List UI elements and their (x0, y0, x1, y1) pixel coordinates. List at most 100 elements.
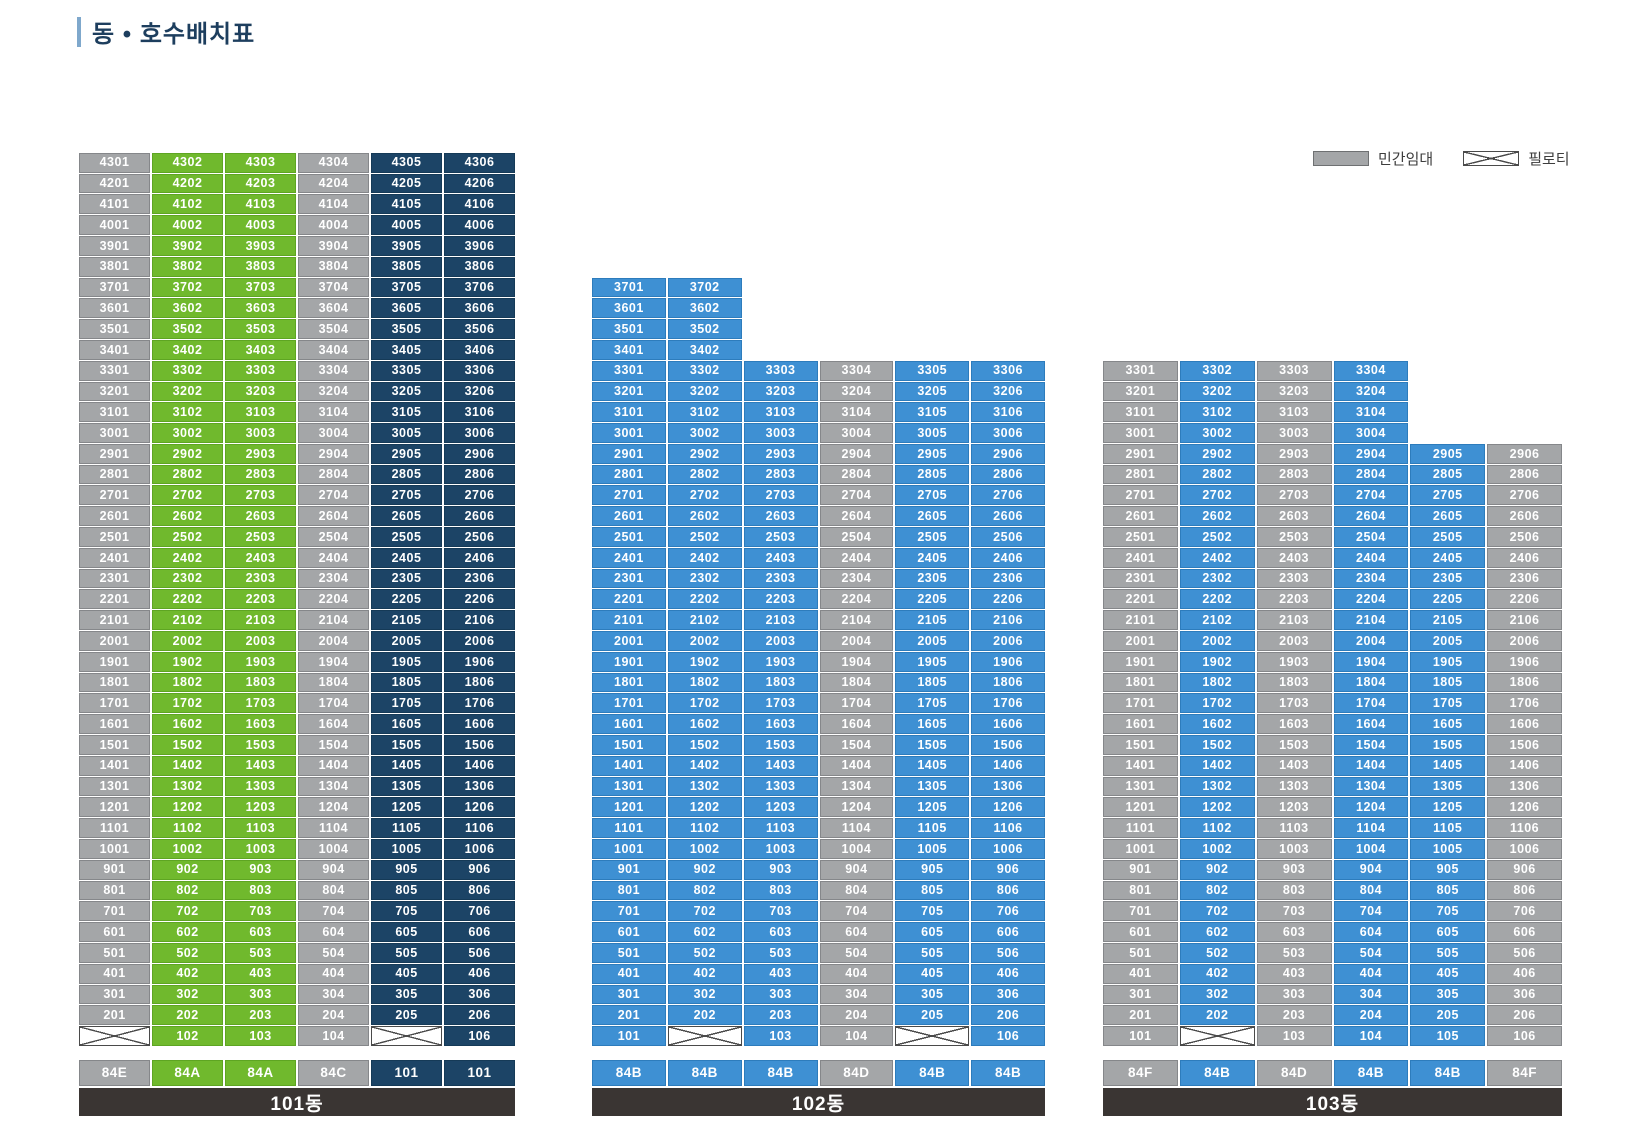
unit-cell: 405 (371, 963, 442, 984)
unit-cell: 3301 (1103, 360, 1178, 381)
unit-cell: 3402 (667, 339, 742, 360)
unit-cell: 101 (1103, 1026, 1178, 1046)
unit-cell: 2201 (79, 589, 150, 610)
unit-cell: 2101 (1103, 610, 1178, 631)
unit-cell: 1706 (1487, 693, 1562, 714)
unit-cell: 204 (1333, 1005, 1409, 1026)
unit-cell: 1404 (298, 755, 369, 776)
unit-cell: 1606 (971, 714, 1045, 735)
unit-cell: 1201 (79, 797, 150, 818)
unit-cell: 503 (225, 943, 296, 963)
unit-cell: 3001 (79, 423, 150, 443)
unit-cell: 3006 (444, 423, 515, 443)
unit-cell: 304 (1333, 984, 1409, 1005)
unit-cell: 2704 (819, 485, 894, 506)
unit-cell: 1401 (1103, 755, 1178, 776)
unit-cell: 3305 (371, 360, 442, 381)
unit-cell: 506 (971, 943, 1045, 963)
unit-cell: 401 (79, 963, 150, 984)
unit-type-cell: 84B (1179, 1060, 1255, 1086)
unit-cell: 1906 (444, 651, 515, 672)
unit-cell: 4002 (152, 215, 223, 235)
unit-cell: 3104 (819, 402, 894, 423)
unit-cell: 1606 (444, 714, 515, 735)
unit-cell: 1704 (298, 693, 369, 714)
unit-cell: 3601 (79, 298, 150, 319)
piloti-cell (667, 1026, 742, 1046)
unit-cell: 604 (819, 922, 894, 943)
unit-cell: 2101 (592, 610, 666, 631)
unit-cell: 2401 (592, 547, 666, 568)
unit-type-row-102: 84B 84B 84B 84D 84B 84B (592, 1060, 1045, 1086)
floor-row: 3401 3402 3403 3404 3405 3406 (79, 339, 515, 360)
unit-cell: 2403 (225, 547, 296, 568)
floor-row: 2701 2702 2703 2704 2705 2706 (1103, 485, 1562, 506)
unit-cell: 701 (79, 901, 150, 922)
unit-cell: 1504 (1333, 735, 1409, 755)
floor-row: 2901 2902 2903 2904 2905 2906 (592, 443, 1045, 464)
unit-cell: 3002 (152, 423, 223, 443)
unit-cell: 3702 (152, 277, 223, 298)
building-name-bar-103: 103동 (1103, 1088, 1562, 1116)
unit-cell: 602 (152, 922, 223, 943)
unit-cell: 606 (971, 922, 1045, 943)
unit-cell: 3706 (444, 277, 515, 298)
unit-cell: 406 (971, 963, 1045, 984)
unit-cell: 803 (743, 880, 818, 901)
floor-row: 2901 2902 2903 2904 2905 2906 (1103, 443, 1562, 464)
unit-cell: 2001 (592, 631, 666, 651)
unit-cell: 402 (667, 963, 742, 984)
unit-cell: 2903 (225, 443, 296, 464)
unit-cell: 706 (1487, 901, 1562, 922)
unit-cell: 2304 (298, 568, 369, 589)
unit-cell: 3302 (152, 360, 223, 381)
unit-cell: 2004 (1333, 631, 1409, 651)
unit-cell: 1104 (1333, 818, 1409, 839)
unit-cell: 2701 (79, 485, 150, 506)
unit-cell: 3005 (371, 423, 442, 443)
unit-cell: 1606 (1487, 714, 1562, 735)
unit-cell: 2706 (1487, 485, 1562, 506)
unit-cell: 1803 (225, 672, 296, 693)
unit-cell: 1206 (971, 797, 1045, 818)
unit-cell: 106 (1487, 1026, 1562, 1046)
unit-cell: 1001 (79, 839, 150, 859)
unit-cell: 1406 (971, 755, 1045, 776)
unit-cell: 3103 (1256, 402, 1332, 423)
building-name-bar-102: 102동 (592, 1088, 1045, 1116)
floor-row: 3001 3002 3003 3004 (1103, 423, 1562, 443)
unit-cell: 703 (1256, 901, 1332, 922)
floor-row: 801 802 803 804 805 806 (592, 880, 1045, 901)
unit-cell: 2106 (1487, 610, 1562, 631)
unit-cell: 2905 (895, 443, 970, 464)
unit-cell: 1502 (667, 735, 742, 755)
unit-cell: 903 (743, 859, 818, 880)
unit-cell: 702 (152, 901, 223, 922)
unit-cell: 1406 (1487, 755, 1562, 776)
unit-cell: 1401 (79, 755, 150, 776)
unit-cell: 604 (1333, 922, 1409, 943)
unit-cell: 1802 (667, 672, 742, 693)
unit-cell: 1206 (444, 797, 515, 818)
unit-cell: 1501 (592, 735, 666, 755)
unit-cell: 603 (743, 922, 818, 943)
unit-cell: 705 (895, 901, 970, 922)
floor-row: 2701 2702 2703 2704 2705 2706 (79, 485, 515, 506)
floor-row: 601 602 603 604 605 606 (592, 922, 1045, 943)
unit-cell: 702 (667, 901, 742, 922)
unit-cell: 902 (1179, 859, 1255, 880)
unit-cell: 703 (225, 901, 296, 922)
unit-cell: 3003 (1256, 423, 1332, 443)
unit-cell: 1904 (1333, 651, 1409, 672)
unit-cell: 2906 (971, 443, 1045, 464)
floor-row: 101 103 104 106 (592, 1026, 1045, 1046)
unit-cell: 306 (444, 984, 515, 1005)
unit-cell: 2105 (371, 610, 442, 631)
floor-row: 2601 2602 2603 2604 2605 2606 (1103, 506, 1562, 527)
unit-cell: 203 (743, 1005, 818, 1026)
unit-cell: 2705 (1410, 485, 1486, 506)
unit-cell: 801 (1103, 880, 1178, 901)
unit-cell: 2004 (819, 631, 894, 651)
unit-cell: 1303 (743, 776, 818, 797)
floor-row: 1201 1202 1203 1204 1205 1206 (1103, 797, 1562, 818)
